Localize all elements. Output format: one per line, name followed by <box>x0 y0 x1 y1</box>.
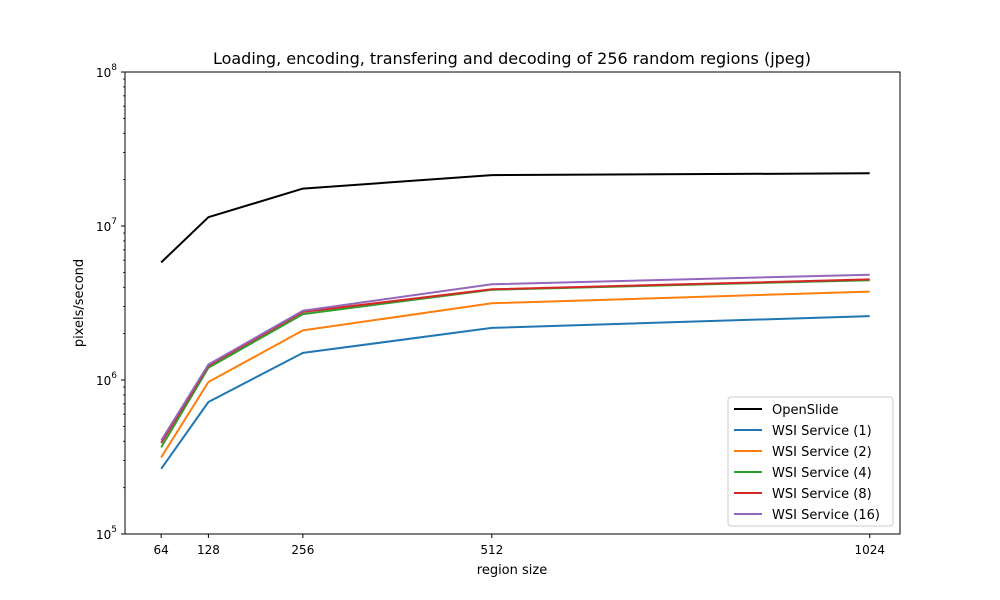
legend: OpenSlide WSI Service (1) WSI Service (2) W… <box>727 396 894 527</box>
x-tick-label: 512 <box>480 543 503 557</box>
x-axis: 64 128 256 512 1024 <box>154 534 885 557</box>
series-line-3 <box>160 290 870 458</box>
x-axis-label: region size <box>477 563 547 578</box>
legend-label: WSI Service (16) <box>772 508 880 523</box>
y-tick-label: 105 <box>96 525 117 542</box>
plot-frame <box>124 71 901 535</box>
y-axis: 105 106 107 108 <box>96 63 125 542</box>
x-tick-label: 128 <box>197 543 220 557</box>
y-tick-label: 107 <box>96 217 117 234</box>
legend-label: WSI Service (8) <box>772 487 872 502</box>
series-line-1 <box>160 172 870 264</box>
x-tick-label: 1024 <box>854 543 885 557</box>
y-tick-label: 108 <box>96 63 117 80</box>
series-line-6 <box>160 273 870 442</box>
legend-label: WSI Service (1) <box>772 424 872 439</box>
series-line-2 <box>160 315 870 470</box>
y-tick-label: 106 <box>96 371 117 388</box>
y-axis-label: pixels/second <box>72 259 87 347</box>
legend-box <box>727 396 894 527</box>
plot-lines <box>160 172 870 470</box>
legend-label: OpenSlide <box>772 403 838 418</box>
chart-title: Loading, encoding, transfering and decod… <box>213 49 811 68</box>
x-tick-label: 256 <box>291 543 314 557</box>
legend-label: WSI Service (4) <box>772 466 872 481</box>
legend-label: WSI Service (2) <box>772 445 872 460</box>
x-tick-label: 64 <box>154 543 169 557</box>
